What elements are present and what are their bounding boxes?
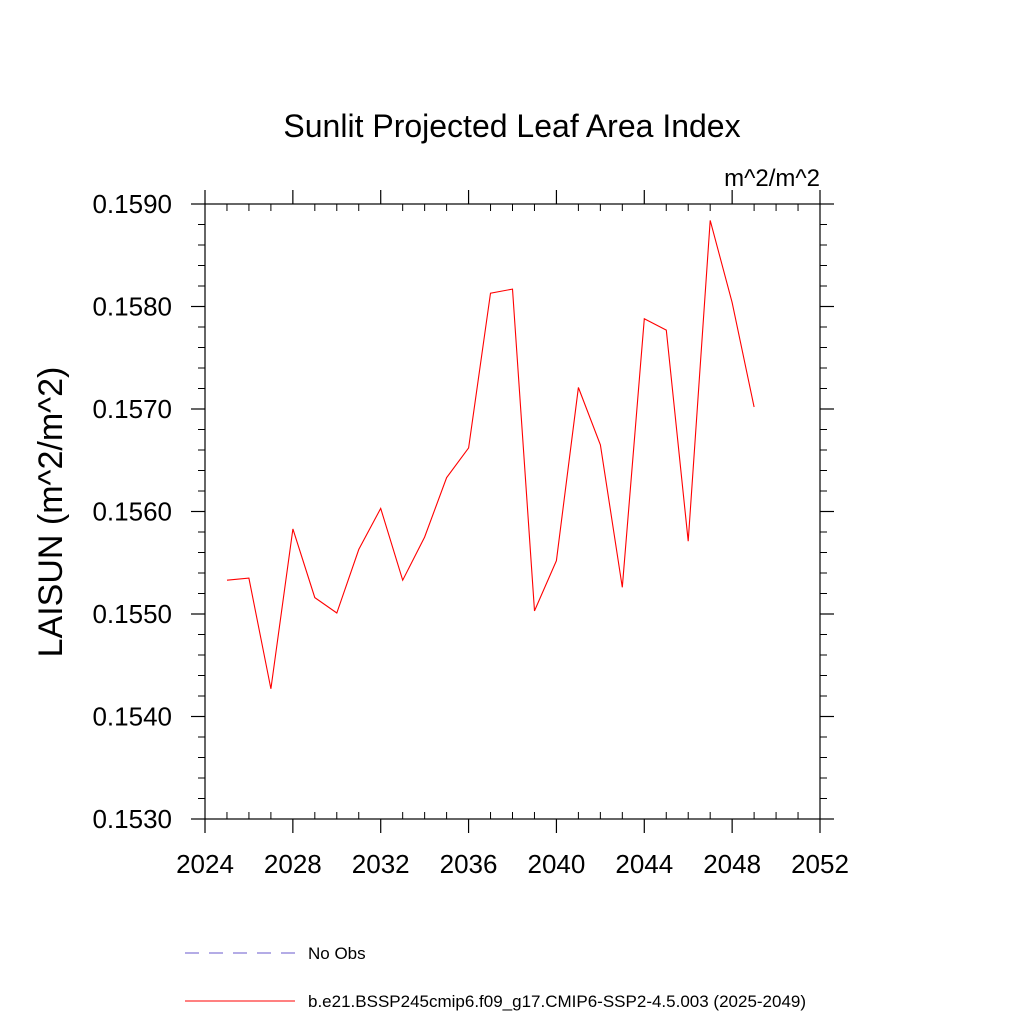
- y-axis: 0.1530 0.1540 0.1550 0.1560 0.1570 0.1580 0.15…: [92, 189, 834, 834]
- series-line: [226, 220, 755, 689]
- y-tick-label: 0.1580: [92, 292, 172, 322]
- chart-title: Sunlit Projected Leaf Area Index: [283, 108, 740, 144]
- y-tick-label: 0.1550: [92, 599, 172, 629]
- y-tick-label: 0.1530: [92, 804, 172, 834]
- x-tick-label: 2044: [615, 849, 673, 879]
- y-tick-label: 0.1560: [92, 497, 172, 527]
- legend-entry: b.e21.BSSP245cmip6.f09_g17.CMIP6-SSP2-4.…: [308, 992, 806, 1011]
- minor-ticks: [198, 204, 827, 819]
- y-axis-label: LAISUN (m^2/m^2): [32, 367, 70, 658]
- x-tick-label: 2052: [791, 849, 849, 879]
- x-tick-label: 2032: [352, 849, 410, 879]
- x-tick-label: 2024: [176, 849, 234, 879]
- x-tick-label: 2048: [703, 849, 761, 879]
- y-tick-label: 0.1570: [92, 394, 172, 424]
- x-tick-label: 2036: [440, 849, 498, 879]
- series-layer: [226, 220, 755, 689]
- x-tick-label: 2040: [528, 849, 586, 879]
- y-tick-label: 0.1590: [92, 189, 172, 219]
- x-tick-label: 2028: [264, 849, 322, 879]
- legend: No Obs b.e21.BSSP245cmip6.f09_g17.CMIP6-S…: [185, 944, 806, 1011]
- x-axis: 2024 2028 2032 2036 2040 2044 2048 2052: [176, 190, 849, 879]
- legend-entry: No Obs: [308, 944, 366, 963]
- y-tick-label: 0.1540: [92, 702, 172, 732]
- units-label: m^2/m^2: [724, 165, 820, 192]
